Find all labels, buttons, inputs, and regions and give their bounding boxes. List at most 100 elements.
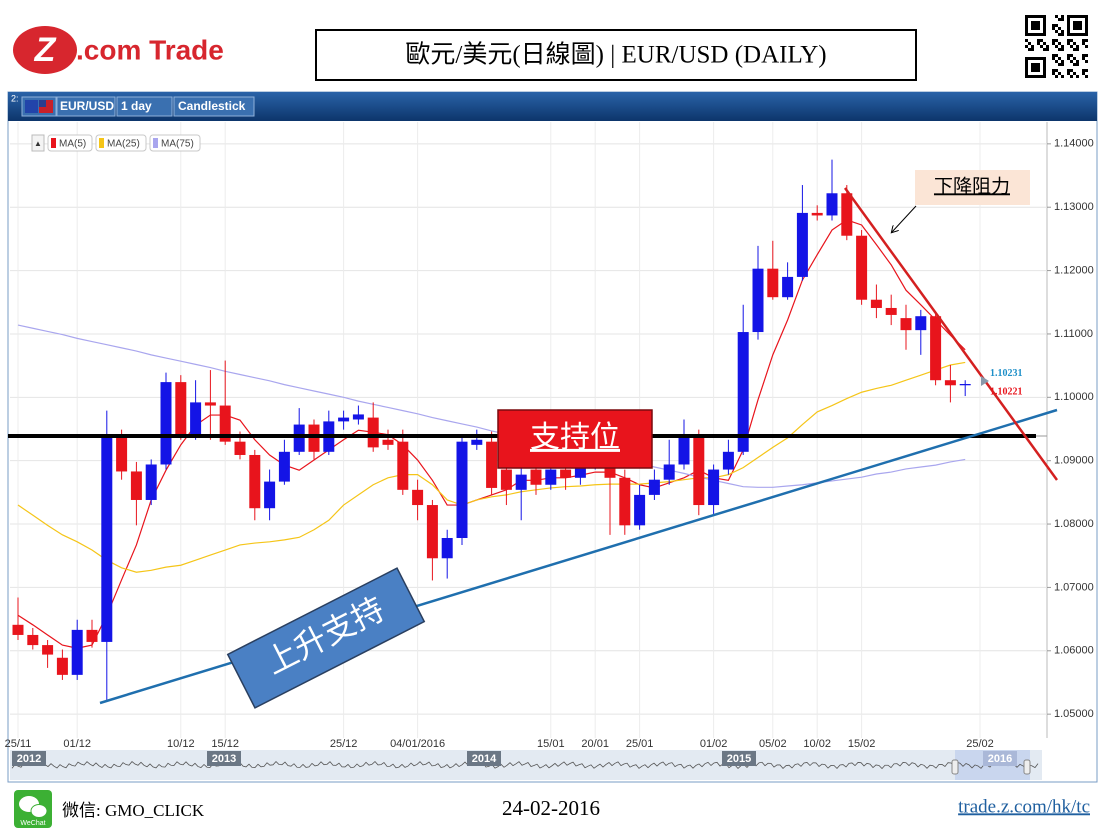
- candle-body: [634, 494, 646, 526]
- candle-body: [915, 316, 927, 331]
- y-tick-label: 1.11000: [1054, 328, 1093, 340]
- wechat-bubble: [30, 804, 48, 818]
- legend-toggle[interactable]: [31, 134, 45, 152]
- navigator-handle[interactable]: [1023, 759, 1031, 775]
- resistance-arrow: [892, 205, 917, 232]
- legend: MA(5) MA(25) MA(75): [47, 134, 201, 152]
- qr-cell: [1043, 48, 1046, 51]
- legend-label: MA(5): [59, 139, 86, 150]
- candle-body: [722, 451, 734, 470]
- legend-item[interactable]: [149, 134, 201, 152]
- legend-item[interactable]: [47, 134, 93, 152]
- qr-cell: [1058, 27, 1061, 30]
- wechat-icon-label: WeChat: [20, 820, 45, 827]
- flag-us-canton: [39, 100, 46, 107]
- qr-cell: [1082, 57, 1085, 60]
- interval-label[interactable]: 1 day: [121, 99, 152, 113]
- qr-cell: [1085, 54, 1088, 57]
- candle-body: [101, 436, 113, 642]
- qr-cell: [1055, 54, 1058, 57]
- qr-cell: [1046, 45, 1049, 48]
- interval-button[interactable]: [116, 96, 173, 117]
- qr-cell: [1076, 75, 1079, 78]
- qr-cell: [1070, 54, 1073, 57]
- qr-cell: [1061, 15, 1064, 18]
- logo: Z .com Trade: [13, 26, 224, 74]
- qr-cell: [1082, 42, 1085, 45]
- candle-body: [352, 414, 364, 420]
- qr-cell: [1031, 48, 1034, 51]
- candle-body: [811, 212, 823, 216]
- qr-cell: [1076, 45, 1079, 48]
- qr-cell: [1082, 39, 1085, 42]
- qr-cell: [1052, 39, 1055, 42]
- candle-body: [308, 424, 320, 452]
- symbol-label[interactable]: EUR/USD: [60, 99, 114, 113]
- logo-swoosh: [13, 26, 77, 74]
- candle-body: [900, 318, 912, 331]
- candle-body: [663, 464, 675, 480]
- candle-body: [841, 193, 853, 236]
- qr-cell: [1067, 39, 1070, 42]
- qr-cell: [1058, 42, 1061, 45]
- qr-cell: [1052, 24, 1055, 27]
- qr-cell: [1067, 72, 1070, 75]
- x-tick-label: 15/01: [537, 738, 565, 750]
- date: 24-02-2016: [502, 796, 600, 820]
- qr-cell: [1052, 57, 1055, 60]
- qr-cell: [1061, 33, 1064, 36]
- candle-body: [515, 474, 527, 490]
- website-link[interactable]: trade.z.com/hk/tc: [958, 796, 1090, 817]
- qr-cell: [1055, 60, 1058, 63]
- flag-eu: [25, 100, 38, 113]
- legend-swatch: [99, 138, 104, 148]
- candle-body: [27, 634, 39, 646]
- symbol-button[interactable]: [56, 96, 116, 117]
- qr-cell: [1046, 48, 1049, 51]
- panel-label: 2:: [11, 93, 19, 103]
- x-tick-label: 25/12: [330, 738, 358, 750]
- wechat-icon: WeChat: [14, 790, 52, 828]
- candle-body: [264, 481, 276, 509]
- qr-cell: [1085, 69, 1088, 72]
- qr-cell: [1055, 24, 1058, 27]
- navigator-handle[interactable]: [951, 759, 959, 775]
- candle-body: [530, 469, 542, 485]
- candle-body: [12, 624, 24, 635]
- qr-cell: [1067, 42, 1070, 45]
- resistance-label: 下降阻力: [934, 175, 1010, 197]
- candle-body: [648, 479, 660, 495]
- candle-body: [471, 439, 483, 445]
- candle-body: [42, 645, 54, 655]
- candle-body: [486, 441, 498, 488]
- navigator-year: 2016: [988, 753, 1012, 765]
- qr-finder: [1067, 15, 1088, 36]
- title-box: [315, 29, 917, 81]
- qr-cell: [1052, 42, 1055, 45]
- navigator-trace: [11, 760, 1039, 770]
- candle-body: [782, 276, 794, 298]
- navigator-year-box: [467, 751, 501, 766]
- legend-toggle-label[interactable]: ▲: [34, 139, 42, 148]
- chart-title: 歐元/美元(日線圖) | EUR/USD (DAILY): [405, 41, 826, 69]
- qr-cell: [1028, 42, 1031, 45]
- y-tick-label: 1.06000: [1054, 645, 1094, 657]
- candle-body: [204, 402, 216, 406]
- candle-body: [574, 464, 586, 478]
- qr-cell: [1070, 39, 1073, 42]
- qr-cell: [1058, 63, 1061, 66]
- style-label[interactable]: Candlestick: [178, 99, 246, 113]
- legend-item[interactable]: [95, 134, 147, 152]
- price-pointer: [981, 376, 989, 386]
- qr-finder-core: [1031, 63, 1040, 72]
- qr-finder-core: [1031, 21, 1040, 30]
- x-tick-label: 01/12: [63, 738, 91, 750]
- qr-cell: [1052, 72, 1055, 75]
- qr-cell: [1055, 45, 1058, 48]
- candle-body: [885, 307, 897, 315]
- resistance-box: [915, 170, 1030, 205]
- qr-cell: [1076, 63, 1079, 66]
- candle-body: [130, 471, 142, 500]
- qr-cell: [1061, 60, 1064, 63]
- style-button[interactable]: [173, 96, 255, 117]
